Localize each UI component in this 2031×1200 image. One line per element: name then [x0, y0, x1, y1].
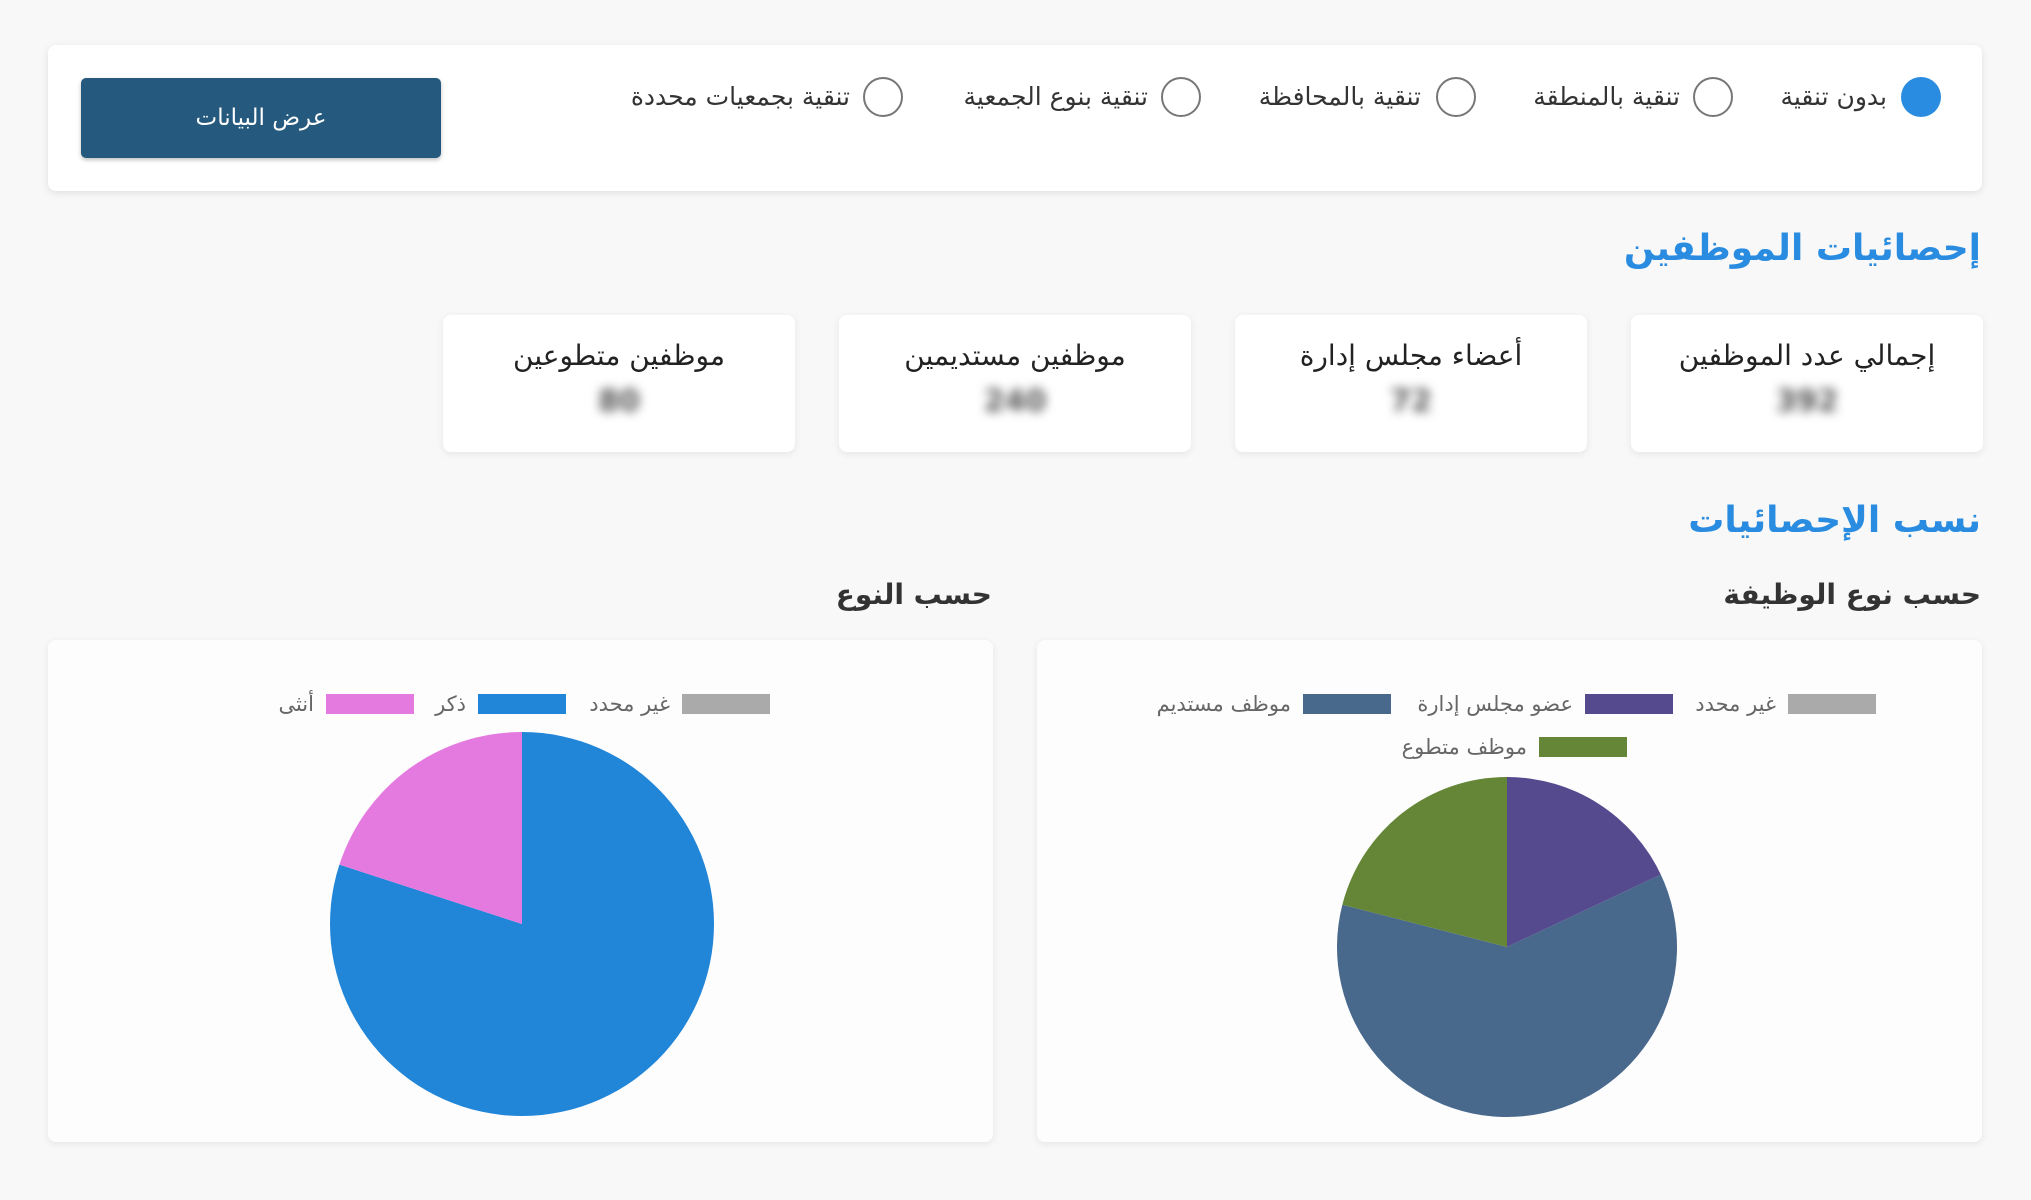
- legend-label: غير محدد: [1695, 692, 1776, 716]
- legend-swatch: [478, 694, 566, 714]
- radio-filter-association-type[interactable]: [1161, 77, 1201, 117]
- legend-item[interactable]: موظف متطوع: [1402, 735, 1627, 759]
- legend-swatch: [326, 694, 414, 714]
- legend-swatch: [1303, 694, 1391, 714]
- legend-swatch: [682, 694, 770, 714]
- stat-value: 240: [983, 384, 1047, 419]
- stat-card-volunteer-employees: موظفين متطوعين 80: [443, 315, 795, 452]
- legend-item[interactable]: غير محدد: [1695, 692, 1876, 716]
- pie-slice[interactable]: [339, 732, 522, 924]
- legend-label: أنثى: [278, 692, 314, 716]
- ratios-title: نسب الإحصائيات: [1688, 500, 1981, 541]
- radio-filter-region[interactable]: [1693, 77, 1733, 117]
- legend-label: موظف متطوع: [1401, 735, 1527, 759]
- radio-filter-governorate[interactable]: [1436, 77, 1476, 117]
- gender-pie-chart: [330, 732, 714, 1116]
- stat-label: أعضاء مجلس إدارة: [1299, 339, 1523, 372]
- legend-label: غير محدد: [589, 692, 670, 716]
- legend-label: ذكر: [435, 692, 466, 716]
- stat-value: 80: [598, 384, 640, 419]
- radio-label-no-filter: بدون تنقية: [1780, 82, 1887, 111]
- by-job-title: حسب نوع الوظيفة: [1723, 578, 1981, 611]
- legend-label: عضو مجلس إدارة: [1417, 692, 1573, 716]
- legend-swatch: [1788, 694, 1876, 714]
- legend-item[interactable]: أنثى: [278, 692, 414, 716]
- radio-filter-specific-associations[interactable]: [863, 77, 903, 117]
- legend-swatch: [1585, 694, 1673, 714]
- pie-slice[interactable]: [1337, 874, 1677, 1117]
- stat-card-permanent-employees: موظفين مستديمين 240: [839, 315, 1191, 452]
- by-gender-title: حسب النوع: [835, 578, 992, 611]
- radio-label-filter-specific-associations: تنقية بجمعيات محددة: [630, 82, 850, 111]
- stat-label: إجمالي عدد الموظفين: [1678, 339, 1936, 372]
- radio-label-filter-governorate: تنقية بالمحافظة: [1258, 82, 1421, 111]
- pie-slice[interactable]: [1507, 777, 1661, 947]
- stat-card-board-members: أعضاء مجلس إدارة 72: [1235, 315, 1587, 452]
- stat-label: موظفين متطوعين: [513, 339, 725, 372]
- job-type-pie-chart: [1337, 777, 1677, 1117]
- legend-label: موظف مستديم: [1156, 692, 1291, 716]
- employee-stats-title: إحصائيات الموظفين: [1623, 228, 1981, 269]
- stat-value: 72: [1390, 384, 1432, 419]
- radio-label-filter-region: تنقية بالمنطقة: [1533, 82, 1680, 111]
- stat-label: موظفين مستديمين: [904, 339, 1126, 372]
- radio-label-filter-association-type: تنقية بنوع الجمعية: [963, 82, 1149, 111]
- legend-item[interactable]: عضو مجلس إدارة: [1417, 692, 1673, 716]
- stat-card-total-employees: إجمالي عدد الموظفين 392: [1631, 315, 1983, 452]
- legend-swatch: [1539, 737, 1627, 757]
- stat-value: 392: [1775, 384, 1839, 419]
- legend-item[interactable]: موظف مستديم: [1157, 692, 1391, 716]
- pie-slice[interactable]: [1342, 777, 1507, 947]
- show-data-button[interactable]: عرض البيانات: [81, 78, 441, 158]
- legend-item[interactable]: ذكر: [435, 692, 566, 716]
- legend-item[interactable]: غير محدد: [589, 692, 770, 716]
- radio-no-filter[interactable]: [1901, 77, 1941, 117]
